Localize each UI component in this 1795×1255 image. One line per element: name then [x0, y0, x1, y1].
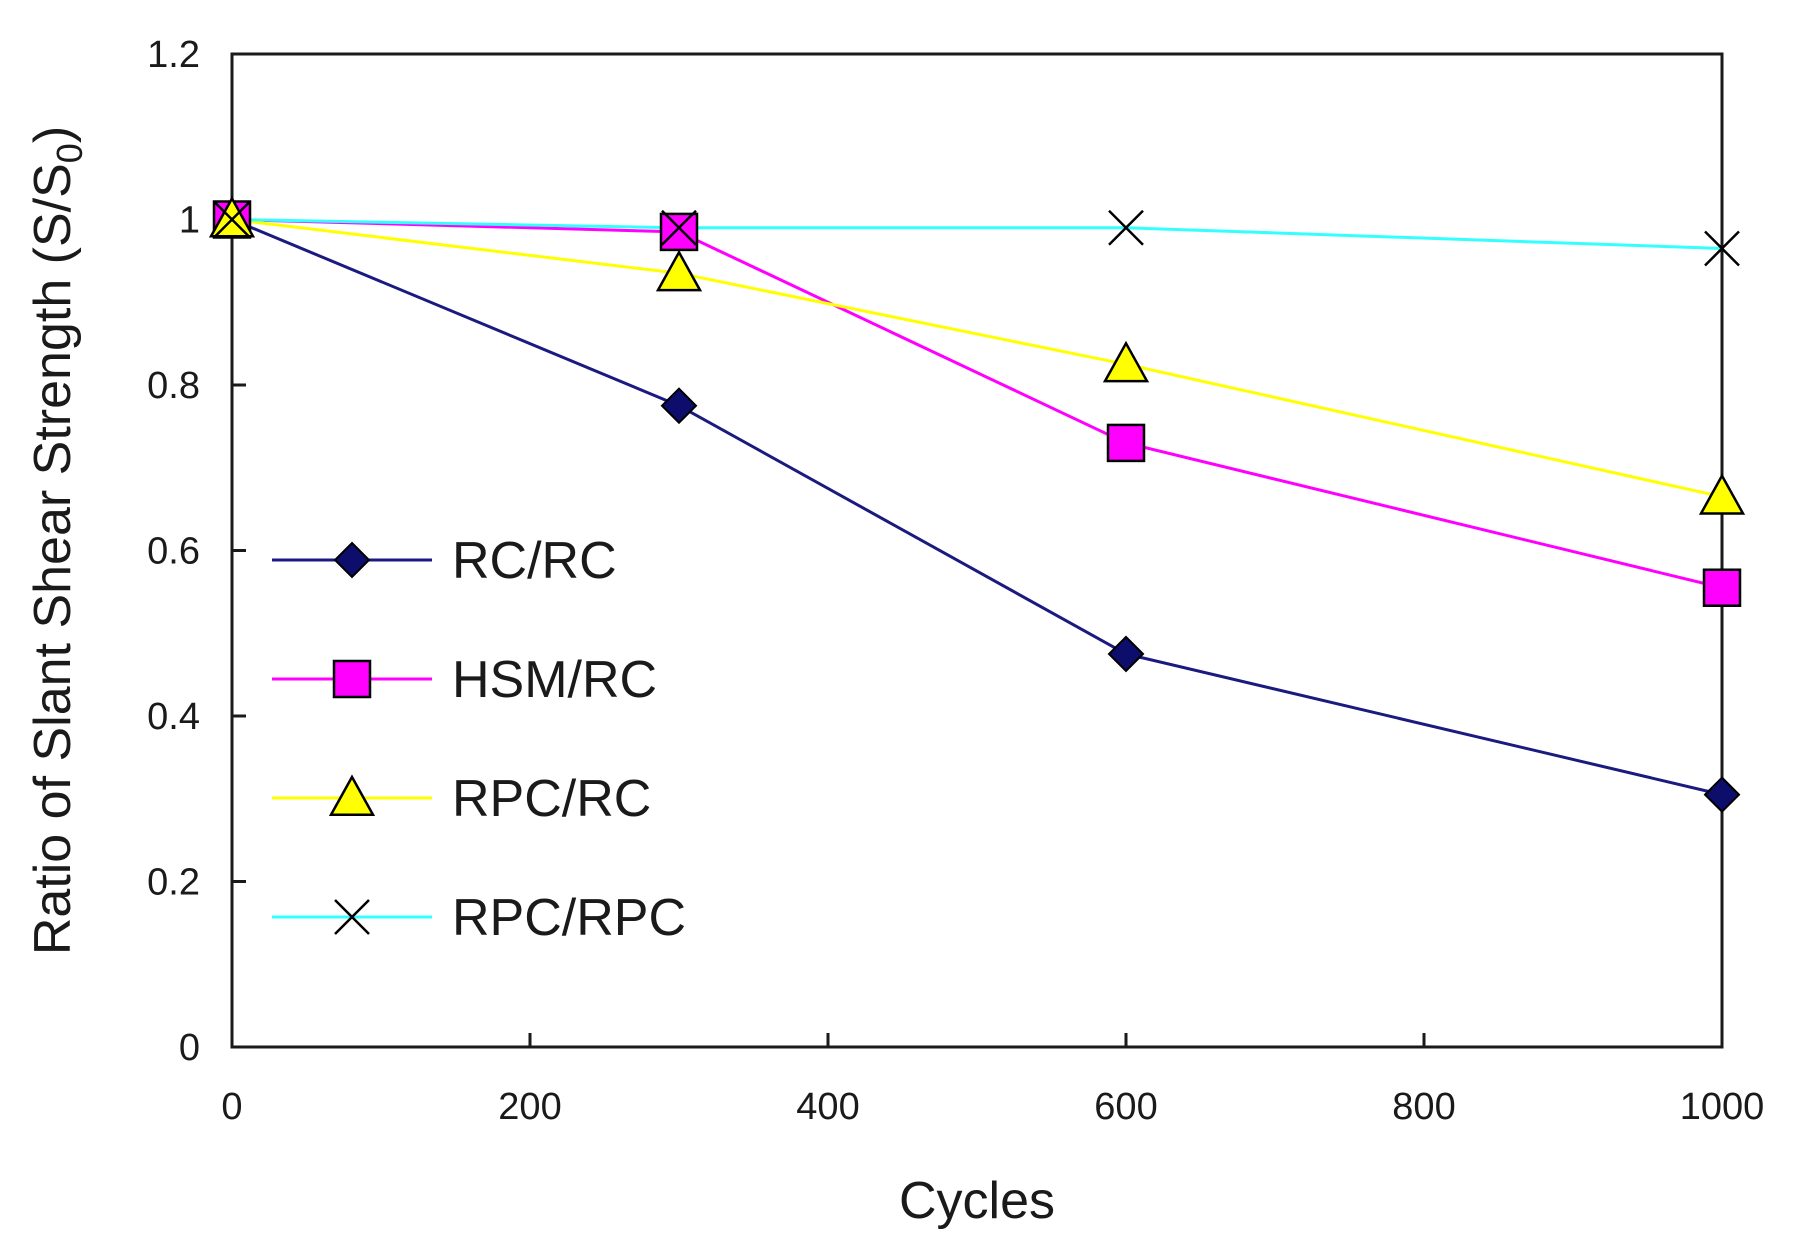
data-point-hsm-rc [659, 212, 699, 252]
data-point-rpc-rc [1102, 340, 1150, 383]
legend-label: RPC/RC [452, 770, 651, 828]
x-axis-ticks: 0 200 400 600 800 1000 [221, 1033, 1764, 1128]
data-point-rpc-rc [208, 195, 256, 238]
data-point-rpc-rpc [1108, 209, 1144, 246]
markers-layer [208, 195, 1746, 814]
data-point-rpc-rpc [1704, 230, 1740, 267]
legend-marker [334, 899, 370, 935]
x-tick-label: 200 [498, 1086, 561, 1128]
data-point-rc-rc [1703, 776, 1741, 814]
series-line-rc-rc [231, 218, 1723, 797]
y-tick-label: 0.8 [147, 365, 200, 407]
data-point-hsm-rc [1702, 568, 1742, 607]
series-line-rpc-rc [231, 218, 1723, 499]
data-point-hsm-rc [1106, 423, 1146, 463]
data-point-rc-rc [660, 387, 698, 425]
y-tick-label: 0.6 [147, 531, 200, 573]
y-tick-label: 0 [179, 1027, 200, 1069]
legend-item-hsm-rc: HSM/RC [272, 651, 657, 709]
x-tick-label: 400 [796, 1086, 859, 1128]
legend-label: HSM/RC [452, 651, 657, 709]
series-layer [231, 218, 1723, 797]
legend-item-rc-rc: RC/RC [272, 532, 617, 590]
x-tick-label: 1000 [1680, 1086, 1765, 1128]
y-tick-label: 0.2 [147, 862, 200, 904]
marker-x-stroke [1108, 209, 1144, 246]
marker-x-stroke [334, 899, 370, 935]
x-tick-label: 600 [1094, 1086, 1157, 1128]
marker-x-stroke [1704, 230, 1740, 267]
data-point-rpc-rpc [661, 209, 697, 246]
x-tick-label: 800 [1392, 1086, 1455, 1128]
y-tick-label: 1 [179, 200, 200, 242]
legend-item-rpc-rpc: RPC/RPC [272, 889, 686, 947]
y-axis-title-subscript: 0 [49, 143, 90, 163]
series-markers-rpc-rpc [214, 201, 1740, 267]
legend: RC/RC HSM/RC RPC/RC RPC/RPC [272, 532, 686, 947]
series-markers-rpc-rc [208, 195, 1746, 515]
legend-marker [332, 659, 372, 699]
y-tick-label: 0.4 [147, 696, 200, 738]
y-axis-ticks: 0 0.2 0.4 0.6 0.8 1 1.2 [147, 34, 246, 1069]
x-axis-title: Cycles [899, 1172, 1055, 1230]
series-line-hsm-rc [231, 218, 1723, 590]
marker-x-stroke [661, 209, 697, 246]
y-tick-label: 1.2 [147, 34, 200, 76]
series-line-rpc-rpc [231, 218, 1723, 250]
marker-x-stroke [214, 201, 250, 238]
data-point-rpc-rc [655, 249, 703, 292]
legend-label: RC/RC [452, 532, 617, 590]
y-axis-title-main: Ratio of Slant Shear Strength (S/S [24, 163, 82, 955]
legend-item-rpc-rc: RPC/RC [272, 770, 651, 828]
legend-marker [333, 541, 371, 579]
series-markers-rc-rc [213, 201, 1741, 814]
legend-marker [328, 774, 376, 817]
series-markers-hsm-rc [212, 200, 1742, 607]
y-axis-title-close: ) [24, 126, 82, 143]
y-axis-title: Ratio of Slant Shear Strength (S/S0) [24, 126, 90, 955]
x-tick-label: 0 [221, 1086, 242, 1128]
data-point-rpc-rc [1698, 473, 1746, 515]
data-point-rpc-rpc [214, 201, 250, 238]
legend-label: RPC/RPC [452, 889, 686, 947]
data-point-rc-rc [1107, 635, 1145, 673]
